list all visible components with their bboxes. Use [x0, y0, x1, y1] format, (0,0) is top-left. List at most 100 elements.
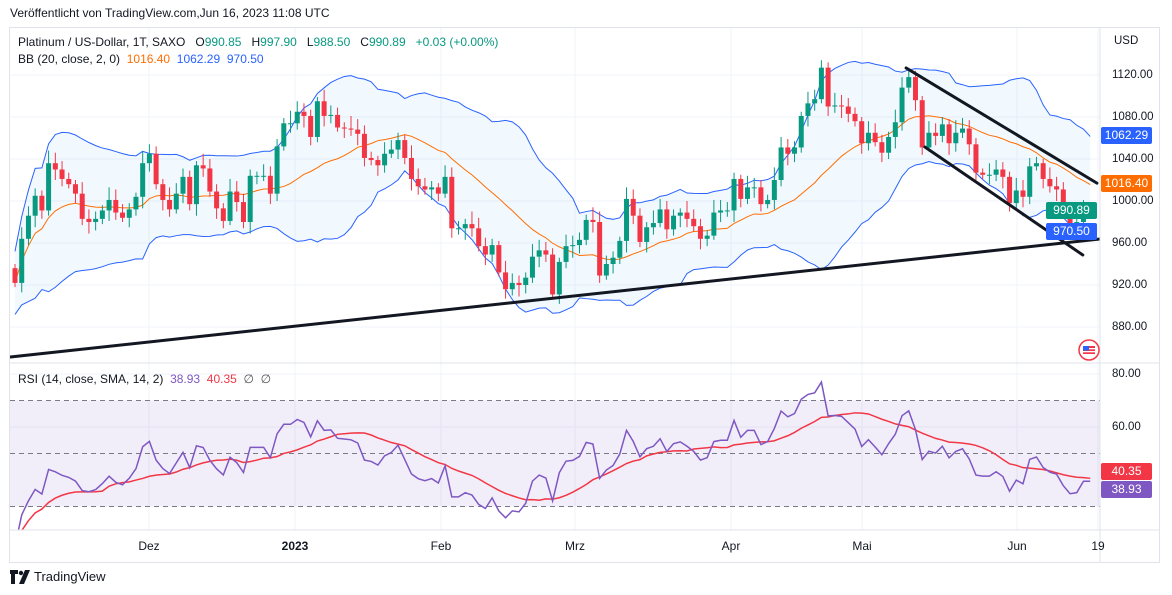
- candle: [153, 146, 159, 190]
- candle-body: [422, 186, 428, 190]
- time-tick-label: Mai: [852, 539, 872, 553]
- candle-body: [597, 222, 603, 276]
- candle-body: [368, 157, 374, 161]
- candle-body: [79, 193, 85, 219]
- candle-body: [570, 245, 576, 247]
- price-pane[interactable]: [10, 60, 1100, 359]
- candle: [738, 174, 744, 208]
- price-tick-label: 1120.00: [1112, 69, 1153, 81]
- candle-body: [697, 226, 703, 239]
- candle-body: [812, 99, 818, 104]
- candle: [1027, 157, 1033, 205]
- candle: [691, 209, 697, 232]
- candle: [193, 161, 199, 216]
- candle-body: [758, 187, 764, 205]
- last-price-badge: 990.89: [1046, 202, 1097, 220]
- trendline-channel-upper: [904, 66, 1099, 185]
- candle: [442, 165, 448, 198]
- candle: [711, 199, 717, 240]
- candle-body: [153, 153, 159, 185]
- candle-body: [207, 168, 213, 192]
- candle: [220, 203, 226, 229]
- rsi-tick-label: 80.00: [1112, 368, 1141, 380]
- candle: [637, 208, 643, 248]
- change-value: +0.03 (+0.00%): [415, 35, 499, 49]
- candle-body: [906, 77, 912, 88]
- candle-body: [919, 100, 925, 148]
- time-tick-label: 19: [1091, 539, 1105, 553]
- candle: [576, 232, 582, 254]
- candle: [160, 178, 166, 211]
- us-flag-icon[interactable]: [1078, 339, 1100, 366]
- candle-body: [724, 210, 730, 212]
- candle-body: [529, 256, 535, 278]
- candle-body: [301, 111, 307, 116]
- candle-body: [19, 238, 25, 283]
- candle-body: [691, 218, 697, 227]
- bb-legend[interactable]: BB (20, close, 2, 0) 1016.40 1062.29 970…: [18, 52, 264, 66]
- candle-body: [785, 147, 791, 154]
- candle-body: [576, 239, 582, 246]
- candle-body: [314, 101, 320, 137]
- candle: [120, 204, 126, 222]
- candle-body: [187, 176, 193, 205]
- candle: [570, 235, 576, 258]
- candle-body: [113, 199, 119, 213]
- candle-body: [456, 228, 462, 230]
- candle: [744, 175, 750, 205]
- candle: [509, 273, 515, 296]
- candle-body: [879, 142, 885, 153]
- candle: [684, 201, 690, 228]
- candle-body: [516, 282, 522, 285]
- candle: [173, 183, 179, 214]
- candle-body: [892, 122, 898, 137]
- candle-body: [341, 127, 347, 129]
- candle-body: [718, 210, 724, 213]
- candle-body: [126, 209, 132, 218]
- candle-body: [261, 175, 267, 177]
- price-tick-label: 960.00: [1112, 237, 1148, 249]
- time-tick-label: Feb: [430, 539, 452, 553]
- rsi-legend[interactable]: RSI (14, close, SMA, 14, 2) 38.93 40.35 …: [18, 372, 271, 386]
- candle-body: [523, 277, 529, 285]
- candle: [214, 184, 220, 219]
- currency-label[interactable]: USD: [1114, 35, 1139, 47]
- candle-body: [973, 144, 979, 173]
- candle: [798, 111, 804, 153]
- candle: [1013, 177, 1019, 209]
- candle: [234, 181, 240, 212]
- rsi-na-2: ∅: [260, 372, 272, 386]
- candle-body: [402, 140, 408, 158]
- candle-body: [462, 224, 468, 229]
- candle-body: [254, 175, 260, 177]
- bb-label: BB (20, close, 2, 0): [18, 52, 121, 66]
- symbol-legend[interactable]: Platinum / US-Dollar, 1T, SAXO O990.85 H…: [18, 35, 498, 49]
- candle-body: [590, 219, 596, 222]
- rsi-na-1: ∅: [243, 372, 254, 386]
- candle-body: [72, 184, 78, 194]
- close-value: 990.89: [368, 35, 406, 49]
- candle: [375, 155, 381, 176]
- candle: [818, 60, 824, 104]
- high-value: 997.90: [260, 35, 297, 49]
- candle: [718, 199, 724, 222]
- candle-body: [765, 199, 771, 205]
- candle: [335, 107, 341, 132]
- rsi-pane[interactable]: [10, 380, 1100, 546]
- candle-body: [281, 123, 287, 147]
- candle-body: [375, 160, 381, 166]
- candle-body: [382, 153, 388, 166]
- candle: [590, 207, 596, 233]
- candle-body: [415, 178, 421, 187]
- high-label: H: [251, 35, 261, 49]
- candle-body: [173, 193, 179, 210]
- candle-body: [536, 250, 542, 257]
- candle-body: [1000, 169, 1006, 177]
- tradingview-logo[interactable]: TradingView: [10, 569, 106, 584]
- candle-body: [66, 178, 72, 185]
- candle: [66, 172, 72, 189]
- candle-body: [503, 272, 509, 290]
- candle: [361, 125, 367, 167]
- candle-body: [321, 101, 327, 116]
